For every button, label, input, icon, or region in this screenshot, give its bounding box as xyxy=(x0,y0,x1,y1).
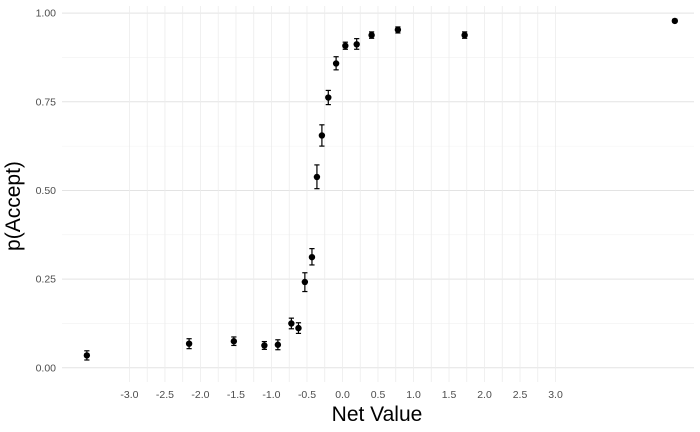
data-point xyxy=(308,253,316,261)
x-tick-label: -0.5 xyxy=(298,389,316,401)
x-tick-label: 0.5 xyxy=(371,389,386,401)
data-point xyxy=(230,338,238,345)
x-tick-label: -1.5 xyxy=(227,389,245,401)
x-tick-label: 2.0 xyxy=(477,389,492,401)
data-point xyxy=(461,31,468,39)
x-tick-label: -2.5 xyxy=(156,389,174,401)
grid xyxy=(62,6,694,382)
x-axis-title: Net Value xyxy=(332,403,423,426)
x-tick-label: -2.0 xyxy=(191,389,209,401)
data-point xyxy=(301,278,309,286)
x-axis-ticks: -3.0 -2.5 -2.0 -1.5 -1.0 -0.5 0.0 0.5 1.0 1.5 2.0 2… xyxy=(120,389,563,401)
data-point xyxy=(353,41,360,48)
y-axis-ticks: 0.00 0.25 0.50 0.75 1.00 xyxy=(36,8,57,375)
y-axis-title: p(Accept) xyxy=(2,161,25,251)
data-point xyxy=(394,26,402,33)
data-point xyxy=(313,173,321,181)
data-point xyxy=(295,324,302,332)
data-point xyxy=(325,94,332,101)
data-points xyxy=(83,17,679,359)
error-bars xyxy=(84,18,678,361)
data-point xyxy=(318,132,326,139)
y-tick-label: 0.75 xyxy=(36,96,57,108)
data-point xyxy=(671,17,679,25)
y-tick-label: 0.25 xyxy=(36,274,57,286)
data-point xyxy=(185,340,193,347)
x-tick-label: -3.0 xyxy=(120,389,138,401)
y-tick-label: 1.00 xyxy=(36,8,57,20)
data-point xyxy=(83,352,91,359)
y-tick-label: 0.50 xyxy=(36,185,57,197)
data-point xyxy=(368,31,375,39)
x-tick-label: -1.0 xyxy=(262,389,280,401)
x-tick-label: 0.0 xyxy=(335,389,350,401)
data-point xyxy=(261,342,268,349)
x-tick-label: 1.5 xyxy=(442,389,457,401)
y-tick-label: 0.00 xyxy=(36,362,57,374)
data-point xyxy=(342,42,349,49)
x-tick-label: 3.0 xyxy=(548,389,563,401)
data-point xyxy=(288,320,295,327)
data-point xyxy=(274,341,282,348)
data-point xyxy=(332,60,340,67)
x-tick-label: 2.5 xyxy=(513,389,528,401)
x-tick-label: 1.0 xyxy=(406,389,421,401)
